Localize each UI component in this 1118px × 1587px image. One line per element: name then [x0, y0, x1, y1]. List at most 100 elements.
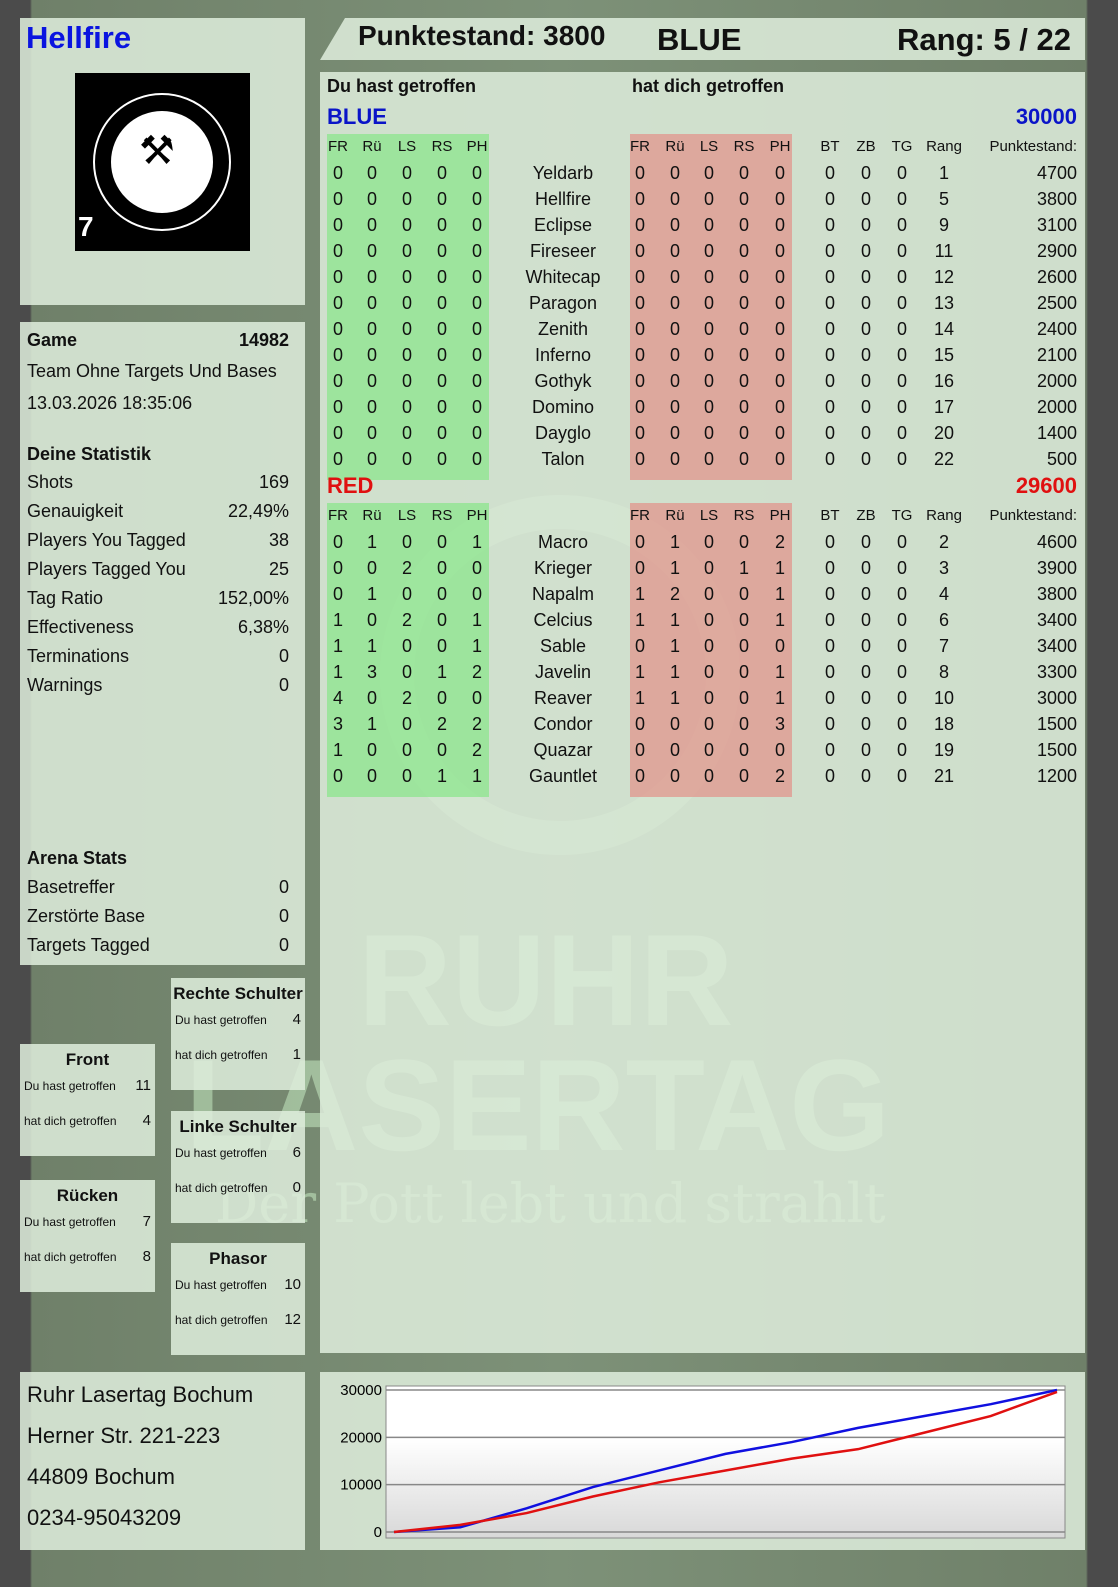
got-count: 0 — [774, 636, 785, 656]
player-rank: 10 — [933, 688, 955, 708]
hit-count: 0 — [332, 241, 343, 261]
tg-count: 0 — [896, 267, 907, 287]
hit-count: 0 — [332, 215, 343, 235]
zone-got-value: 1 — [292, 1046, 301, 1063]
bt-count: 0 — [824, 189, 835, 209]
bt-count: 0 — [824, 163, 835, 183]
arena-title: Arena Stats — [27, 848, 128, 868]
hit-count: 0 — [366, 688, 377, 708]
got-count: 0 — [738, 740, 749, 760]
hit-count: 1 — [471, 766, 482, 786]
got-count: 0 — [634, 449, 645, 469]
zone-got-label: hat dich getroffen — [175, 1048, 268, 1062]
player-rank: 12 — [933, 267, 955, 287]
got-count: 0 — [738, 293, 749, 313]
game-number: 14982 — [238, 330, 289, 350]
hit-count: 0 — [332, 163, 343, 183]
address-line: Ruhr Lasertag Bochum — [27, 1382, 254, 1407]
hammer-icon: ⚒ — [139, 129, 175, 173]
bt-count: 0 — [824, 241, 835, 261]
got-count: 0 — [774, 449, 785, 469]
got-count: 0 — [634, 423, 645, 443]
chart-panel: 30000 20000 10000 0 — [320, 1372, 1085, 1550]
hit-count: 0 — [401, 293, 412, 313]
hit-count: 0 — [436, 267, 447, 287]
hit-count: 0 — [366, 163, 377, 183]
hit-count: 0 — [436, 163, 447, 183]
zone-got-value: 12 — [284, 1311, 301, 1328]
player-name: Fireseer — [529, 241, 596, 261]
got-count: 0 — [669, 319, 680, 339]
hit-count: 0 — [471, 215, 482, 235]
hit-count: 0 — [471, 449, 482, 469]
zone-title: Front — [65, 1050, 110, 1069]
bt-count: 0 — [824, 449, 835, 469]
column-header: ZB — [856, 507, 876, 524]
got-count: 0 — [774, 423, 785, 443]
got-count: 0 — [634, 397, 645, 417]
bt-count: 0 — [824, 371, 835, 391]
player-name: Dayglo — [534, 423, 592, 443]
column-header: Rü — [665, 138, 685, 155]
game-label: Game — [27, 330, 78, 350]
got-count: 0 — [738, 267, 749, 287]
header-bar: Punktestand: 3800 BLUE Rang: 5 / 22 — [320, 18, 1085, 60]
zone-hit-label: Du hast getroffen — [175, 1278, 267, 1292]
bt-count: 0 — [824, 397, 835, 417]
got-count: 0 — [738, 532, 749, 552]
player-rank: 8 — [938, 662, 949, 682]
hit-count: 1 — [366, 532, 377, 552]
hit-count: 1 — [366, 636, 377, 656]
player-score: 3400 — [1036, 636, 1077, 656]
hit-count: 3 — [332, 714, 343, 734]
zone-hit-label: Du hast getroffen — [24, 1079, 116, 1093]
column-header: ZB — [856, 138, 876, 155]
zone-title: Phasor — [209, 1249, 267, 1268]
got-count: 0 — [634, 345, 645, 365]
tg-count: 0 — [896, 423, 907, 443]
got-count: 1 — [774, 558, 785, 578]
got-count: 0 — [738, 319, 749, 339]
logo-number: 7 — [78, 211, 94, 242]
hit-count: 4 — [332, 688, 343, 708]
hit-count: 0 — [366, 345, 377, 365]
team-score: 29600 — [1015, 473, 1077, 498]
player-score: 2900 — [1036, 241, 1077, 261]
column-header: RS — [733, 138, 755, 155]
got-count: 1 — [669, 610, 680, 630]
got-count: 0 — [703, 423, 714, 443]
zone-got-label: hat dich getroffen — [24, 1250, 117, 1264]
player-score: 4600 — [1036, 532, 1077, 552]
hit-count: 1 — [471, 610, 482, 630]
stat-value: 22,49% — [227, 501, 289, 521]
player-score: 2500 — [1036, 293, 1077, 313]
hit-count: 0 — [366, 558, 377, 578]
zb-count: 0 — [860, 740, 871, 760]
tg-count: 0 — [896, 319, 907, 339]
stat-row: Shots 169 — [27, 472, 289, 493]
hit-count: 0 — [436, 293, 447, 313]
tg-count: 0 — [896, 662, 907, 682]
hit-count: 0 — [366, 449, 377, 469]
got-count: 0 — [669, 189, 680, 209]
hit-count: 0 — [436, 189, 447, 209]
hit-count: 0 — [436, 215, 447, 235]
tg-count: 0 — [896, 558, 907, 578]
got-count: 1 — [774, 610, 785, 630]
got-count: 1 — [669, 662, 680, 682]
got-count: 1 — [634, 584, 645, 604]
column-header: FR — [630, 138, 650, 155]
hit-count: 0 — [436, 345, 447, 365]
player-name: Gauntlet — [528, 766, 598, 786]
got-count: 0 — [634, 189, 645, 209]
player-rank: 14 — [933, 319, 955, 339]
tg-count: 0 — [896, 345, 907, 365]
got-count: 1 — [669, 688, 680, 708]
hit-count: 0 — [332, 584, 343, 604]
hit-count: 0 — [332, 532, 343, 552]
got-count: 2 — [669, 584, 680, 604]
zb-count: 0 — [860, 267, 871, 287]
zb-count: 0 — [860, 688, 871, 708]
got-count: 0 — [703, 662, 714, 682]
player-score: 3900 — [1036, 558, 1077, 578]
